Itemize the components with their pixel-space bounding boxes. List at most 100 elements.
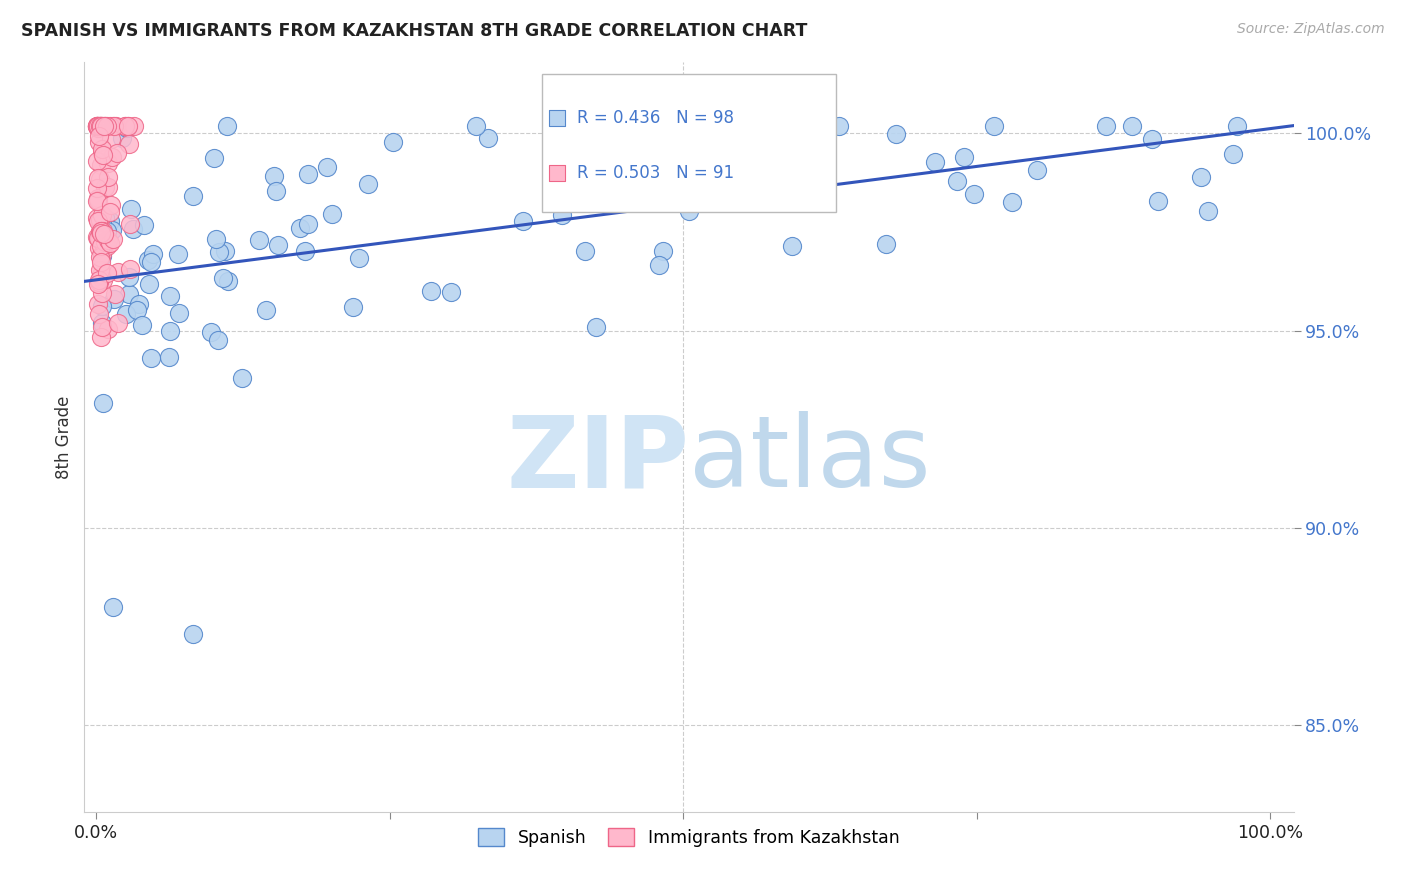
Point	[93, 119, 115, 133]
Point	[1189, 170, 1212, 185]
Point	[91, 249, 114, 263]
Point	[1025, 163, 1047, 178]
Point	[141, 255, 163, 269]
Point	[89, 250, 111, 264]
Point	[780, 238, 803, 252]
Point	[91, 147, 114, 161]
Point	[117, 119, 139, 133]
Point	[87, 119, 110, 133]
Point	[875, 237, 897, 252]
Point	[101, 150, 124, 164]
Point	[94, 179, 117, 194]
Point	[263, 169, 285, 183]
Point	[87, 231, 110, 245]
Point	[90, 119, 112, 133]
Point	[1197, 203, 1219, 218]
Point	[381, 135, 404, 149]
Point	[90, 246, 112, 260]
Point	[91, 216, 114, 230]
Text: Source: ZipAtlas.com: Source: ZipAtlas.com	[1237, 22, 1385, 37]
Point	[96, 224, 118, 238]
Point	[357, 177, 380, 191]
Point	[86, 181, 108, 195]
Point	[254, 303, 277, 318]
Point	[97, 322, 120, 336]
Point	[89, 119, 111, 133]
Point	[204, 232, 226, 246]
Point	[89, 213, 111, 227]
Point	[103, 293, 125, 307]
Point	[93, 227, 115, 241]
Point	[551, 208, 574, 222]
Point	[1001, 195, 1024, 210]
Point	[118, 262, 141, 277]
Point	[87, 232, 110, 246]
Point	[86, 211, 108, 225]
Point	[98, 214, 121, 228]
Point	[91, 396, 114, 410]
Point	[86, 229, 108, 244]
Point	[122, 221, 145, 235]
Point	[86, 119, 108, 133]
Point	[264, 184, 287, 198]
Point	[118, 287, 141, 301]
Point	[546, 166, 568, 180]
Point	[574, 244, 596, 259]
Point	[103, 119, 125, 133]
Point	[1094, 119, 1116, 133]
Point	[744, 138, 766, 153]
Point	[86, 153, 108, 168]
Point	[98, 119, 121, 133]
Point	[87, 171, 110, 186]
Point	[114, 119, 136, 133]
Point	[89, 119, 111, 133]
Point	[288, 220, 311, 235]
Point	[105, 146, 128, 161]
Point	[90, 255, 112, 269]
Point	[439, 285, 461, 299]
Point	[157, 350, 180, 364]
Point	[91, 119, 114, 133]
Point	[87, 121, 110, 136]
Point	[87, 273, 110, 287]
Point	[347, 251, 370, 265]
Point	[90, 319, 112, 334]
Point	[128, 297, 150, 311]
Point	[827, 119, 849, 133]
Point	[98, 204, 121, 219]
Point	[159, 325, 181, 339]
Point	[120, 202, 142, 216]
Point	[924, 155, 946, 169]
Point	[117, 269, 139, 284]
Point	[134, 219, 156, 233]
Point	[105, 119, 128, 133]
Point	[91, 209, 114, 223]
Point	[208, 245, 231, 260]
Point	[94, 119, 117, 133]
Point	[87, 307, 110, 321]
Point	[93, 119, 115, 133]
Point	[167, 246, 190, 260]
Point	[420, 284, 443, 298]
Point	[93, 238, 115, 252]
Point	[613, 160, 636, 174]
Point	[90, 286, 112, 301]
Point	[142, 247, 165, 261]
Point	[100, 222, 122, 236]
Point	[512, 213, 534, 227]
Point	[1146, 194, 1168, 208]
Point	[794, 176, 817, 190]
Point	[756, 188, 779, 202]
Point	[90, 268, 112, 282]
Point	[231, 371, 253, 385]
Point	[86, 119, 108, 133]
Point	[983, 119, 1005, 133]
Point	[115, 307, 138, 321]
Point	[181, 188, 204, 202]
Point	[647, 258, 669, 272]
Point	[342, 300, 364, 314]
Point	[89, 171, 111, 186]
Point	[321, 206, 343, 220]
Point	[621, 119, 644, 133]
Point	[136, 253, 159, 268]
